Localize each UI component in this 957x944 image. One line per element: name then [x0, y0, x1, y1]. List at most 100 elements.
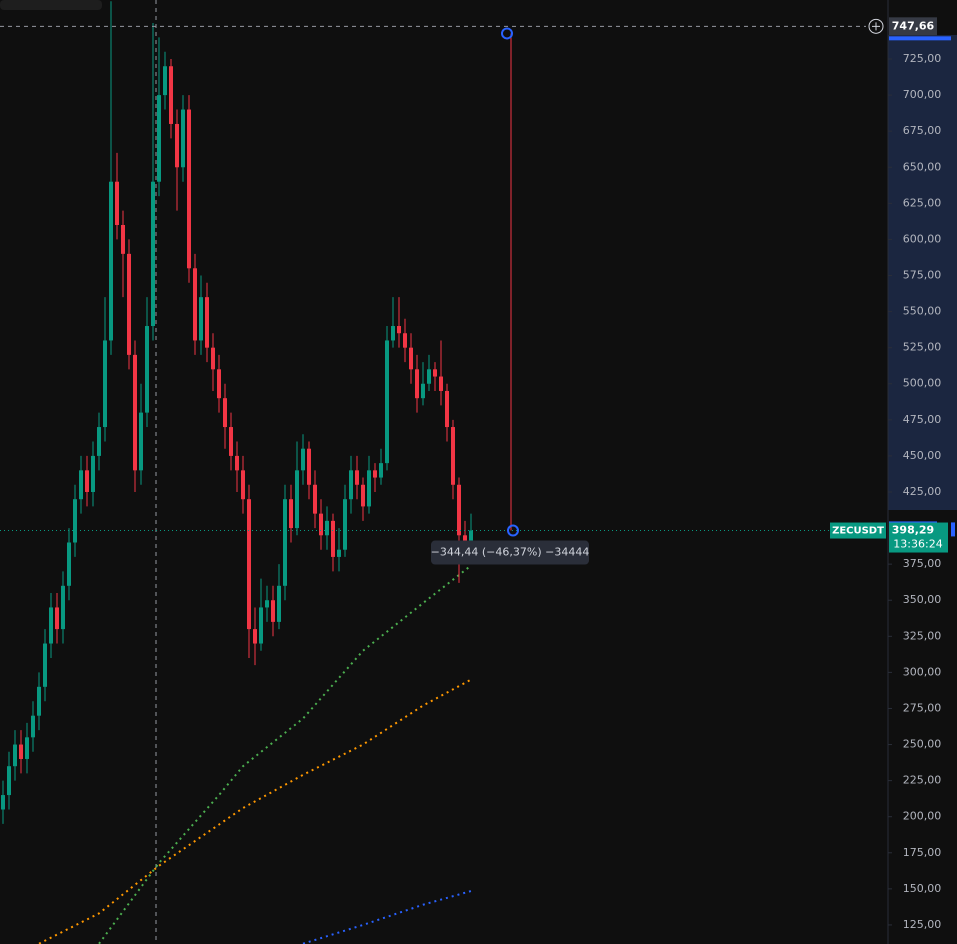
candle-body	[253, 629, 257, 644]
candle-body	[103, 340, 107, 428]
candle-body	[307, 448, 311, 485]
axis-highlight	[888, 35, 957, 510]
measure-box	[431, 540, 589, 565]
y-tick-label: 725,00	[903, 52, 942, 65]
y-tick-label: 425,00	[903, 485, 942, 498]
y-tick-label: 325,00	[903, 629, 942, 642]
candle-body	[133, 354, 137, 471]
y-tick-label: 150,00	[903, 882, 942, 895]
candle-body	[19, 744, 23, 759]
candle-body	[331, 520, 335, 557]
y-tick-label: 600,00	[903, 232, 942, 245]
candle-body	[223, 398, 227, 428]
candle-body	[283, 499, 287, 586]
candle-body	[7, 766, 11, 796]
candle-body	[139, 412, 143, 471]
candle-body	[385, 340, 389, 464]
moving-average	[302, 890, 472, 944]
candle-body	[127, 253, 131, 355]
y-tick-label: 550,00	[903, 305, 942, 318]
crosshair-price-box	[889, 17, 937, 36]
candle-body	[427, 369, 431, 384]
y-tick-label: 500,00	[903, 377, 942, 390]
y-tick-label: 175,00	[903, 846, 942, 859]
moving-average	[38, 678, 472, 944]
candle-body	[37, 686, 41, 716]
y-tick-label: 250,00	[903, 738, 942, 751]
candle-body	[289, 499, 293, 529]
y-tick-label: 625,00	[903, 196, 942, 209]
candle-body	[187, 109, 191, 269]
y-tick-label: 575,00	[903, 269, 942, 282]
candle-body	[295, 470, 299, 529]
y-tick-label: 300,00	[903, 665, 942, 678]
crosshair-price-label: 747,66	[892, 19, 935, 32]
last-price-box	[889, 522, 948, 553]
candle-body	[109, 181, 113, 341]
candle-body	[55, 607, 59, 630]
y-tick-label: 675,00	[903, 124, 942, 137]
candle-body	[325, 520, 329, 536]
candle-body	[205, 297, 209, 348]
symbol-box	[830, 522, 886, 539]
candle-body	[313, 484, 317, 514]
symbol-label: ZECUSDT	[832, 526, 884, 537]
candle-body	[121, 224, 125, 254]
countdown: 13:36:24	[893, 538, 942, 551]
alert-marker	[951, 522, 955, 537]
moving-average	[98, 564, 472, 944]
candle-body	[343, 499, 347, 550]
measure-handle	[501, 27, 513, 40]
candle-body	[319, 513, 323, 536]
y-tick-label: 450,00	[903, 449, 942, 462]
candle-body	[91, 455, 95, 492]
candle-body	[157, 95, 161, 182]
y-tick-label: 650,00	[903, 160, 942, 173]
y-tick-label: 375,00	[903, 557, 942, 570]
candle-body	[217, 369, 221, 399]
candle-body	[355, 470, 359, 485]
candle-body	[469, 530, 473, 550]
candle-body	[229, 427, 233, 456]
candle-body	[421, 383, 425, 399]
candle-body	[277, 585, 281, 622]
candle-body	[349, 470, 353, 500]
candle-body	[409, 347, 413, 370]
y-tick-label: 275,00	[903, 701, 942, 714]
candle-body	[379, 463, 383, 478]
candle-body	[97, 427, 101, 456]
candle-body	[193, 268, 197, 341]
candle-body	[271, 600, 275, 622]
candle-body	[175, 123, 179, 168]
candle-body	[169, 66, 173, 124]
candle-body	[403, 333, 407, 348]
candle-body	[1, 795, 5, 810]
y-tick-label: 200,00	[903, 810, 942, 823]
measure-label: −344,44 (−46,37%) −34444	[431, 546, 590, 559]
candle-body	[367, 470, 371, 507]
candle-body	[85, 470, 89, 492]
candle-body	[433, 369, 437, 377]
candle-body	[199, 297, 203, 341]
candle-body	[241, 470, 245, 500]
candle-body	[259, 607, 263, 644]
candle-body	[337, 549, 341, 557]
candle-body	[43, 643, 47, 687]
candle-body	[457, 484, 461, 536]
candle-body	[61, 585, 65, 630]
candle-body	[79, 470, 83, 500]
candle-body	[211, 347, 215, 370]
candle-body	[235, 455, 239, 471]
add-icon	[872, 22, 880, 31]
candle-body	[265, 600, 269, 608]
candle-body	[415, 369, 419, 399]
candle-body	[373, 470, 377, 478]
candle-body	[451, 427, 455, 485]
candle-body	[445, 390, 449, 428]
measure-handle	[507, 524, 519, 537]
candle-body	[145, 326, 149, 413]
candle-body	[439, 376, 443, 391]
candle-body	[301, 448, 305, 471]
candle-body	[247, 499, 251, 630]
